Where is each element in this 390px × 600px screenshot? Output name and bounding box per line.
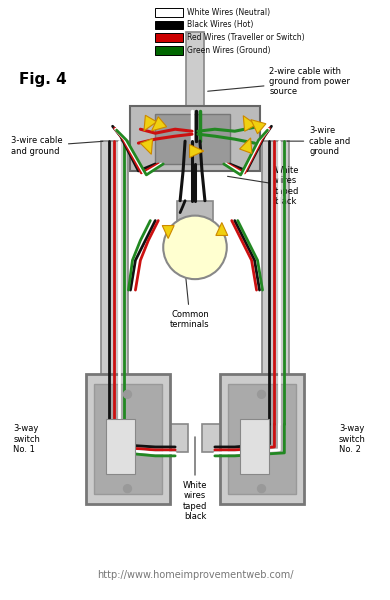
Bar bbox=[94, 385, 162, 494]
Bar bbox=[228, 385, 296, 494]
Bar bbox=[186, 32, 204, 112]
Circle shape bbox=[257, 391, 266, 398]
Wedge shape bbox=[262, 424, 289, 452]
Circle shape bbox=[163, 215, 227, 279]
Bar bbox=[262, 141, 289, 424]
Polygon shape bbox=[216, 223, 228, 235]
Circle shape bbox=[257, 485, 266, 493]
Text: http://www.homeimprovementweb.com/: http://www.homeimprovementweb.com/ bbox=[97, 570, 293, 580]
Bar bbox=[155, 46, 183, 55]
Polygon shape bbox=[144, 115, 157, 131]
Polygon shape bbox=[251, 119, 266, 134]
Text: 3-way
switch
No. 2: 3-way switch No. 2 bbox=[339, 424, 366, 454]
Bar bbox=[101, 141, 128, 424]
Text: Black Wires (Hot): Black Wires (Hot) bbox=[187, 20, 254, 29]
Polygon shape bbox=[152, 117, 167, 131]
Polygon shape bbox=[162, 226, 174, 238]
Polygon shape bbox=[190, 145, 204, 158]
Text: White Wires (Neutral): White Wires (Neutral) bbox=[187, 8, 270, 17]
Bar bbox=[202, 424, 289, 452]
Polygon shape bbox=[243, 116, 256, 131]
Text: 2-wire cable with
ground from power
source: 2-wire cable with ground from power sour… bbox=[208, 67, 351, 97]
Bar bbox=[155, 20, 183, 29]
Bar bbox=[86, 374, 170, 503]
Bar bbox=[220, 374, 304, 503]
Bar bbox=[240, 419, 269, 474]
Bar bbox=[155, 34, 183, 43]
Bar bbox=[155, 8, 183, 17]
Text: Common
terminals: Common terminals bbox=[170, 273, 210, 329]
Polygon shape bbox=[239, 138, 252, 154]
Text: White
wires
taped
black: White wires taped black bbox=[183, 437, 207, 521]
Text: 3-way
switch
No. 1: 3-way switch No. 1 bbox=[13, 424, 40, 454]
Polygon shape bbox=[140, 139, 152, 154]
Bar bbox=[155, 115, 230, 164]
Text: Green Wires (Ground): Green Wires (Ground) bbox=[187, 46, 271, 55]
Text: Red Wires (Traveller or Switch): Red Wires (Traveller or Switch) bbox=[187, 34, 305, 43]
Bar bbox=[177, 201, 213, 221]
Circle shape bbox=[124, 485, 131, 493]
Text: White
wires
taped
black: White wires taped black bbox=[227, 166, 299, 206]
Bar bbox=[106, 419, 135, 474]
Circle shape bbox=[124, 391, 131, 398]
Text: 3-wire
cable and
ground: 3-wire cable and ground bbox=[287, 126, 351, 156]
Text: Fig. 4: Fig. 4 bbox=[19, 71, 67, 86]
Bar bbox=[131, 106, 259, 171]
Text: 3-wire cable
and ground: 3-wire cable and ground bbox=[11, 136, 103, 156]
Wedge shape bbox=[101, 424, 128, 452]
Bar bbox=[101, 424, 188, 452]
